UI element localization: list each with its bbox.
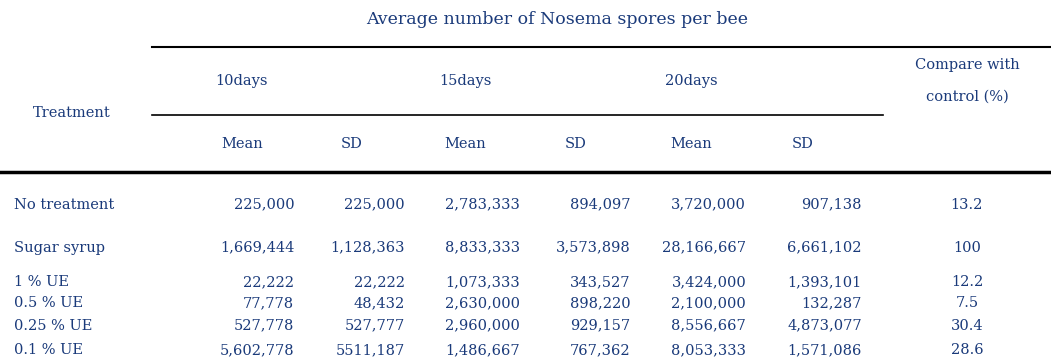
Text: 3,424,000: 3,424,000 — [672, 275, 746, 289]
Text: 30.4: 30.4 — [950, 319, 984, 332]
Text: control (%): control (%) — [926, 90, 1008, 104]
Text: 343,527: 343,527 — [570, 275, 631, 289]
Text: 0.1 % UE: 0.1 % UE — [14, 343, 83, 357]
Text: Treatment: Treatment — [33, 106, 110, 120]
Text: SD: SD — [792, 137, 813, 150]
Text: Mean: Mean — [221, 137, 263, 150]
Text: 10days: 10days — [215, 74, 268, 88]
Text: 5511,187: 5511,187 — [335, 343, 405, 357]
Text: 1,393,101: 1,393,101 — [787, 275, 862, 289]
Text: 3,720,000: 3,720,000 — [672, 198, 746, 211]
Text: 8,556,667: 8,556,667 — [672, 319, 746, 332]
Text: 2,630,000: 2,630,000 — [446, 297, 520, 310]
Text: Average number of Nosema spores per bee: Average number of Nosema spores per bee — [366, 11, 748, 28]
Text: 132,287: 132,287 — [802, 297, 862, 310]
Text: 13.2: 13.2 — [951, 198, 983, 211]
Text: 12.2: 12.2 — [951, 275, 983, 289]
Text: Mean: Mean — [445, 137, 487, 150]
Text: 767,362: 767,362 — [570, 343, 631, 357]
Text: 1,571,086: 1,571,086 — [787, 343, 862, 357]
Text: Mean: Mean — [671, 137, 713, 150]
Text: 225,000: 225,000 — [233, 198, 294, 211]
Text: 8,053,333: 8,053,333 — [672, 343, 746, 357]
Text: 8,833,333: 8,833,333 — [446, 241, 520, 255]
Text: 6,661,102: 6,661,102 — [787, 241, 862, 255]
Text: 48,432: 48,432 — [353, 297, 405, 310]
Text: 5,602,778: 5,602,778 — [220, 343, 294, 357]
Text: 907,138: 907,138 — [801, 198, 862, 211]
Text: Sugar syrup: Sugar syrup — [14, 241, 105, 255]
Text: 28,166,667: 28,166,667 — [662, 241, 746, 255]
Text: 22,222: 22,222 — [353, 275, 405, 289]
Text: SD: SD — [342, 137, 363, 150]
Text: 2,100,000: 2,100,000 — [672, 297, 746, 310]
Text: 22,222: 22,222 — [243, 275, 294, 289]
Text: 3,573,898: 3,573,898 — [556, 241, 631, 255]
Text: 898,220: 898,220 — [570, 297, 631, 310]
Text: 4,873,077: 4,873,077 — [787, 319, 862, 332]
Text: SD: SD — [565, 137, 586, 150]
Text: 2,783,333: 2,783,333 — [446, 198, 520, 211]
Text: 20days: 20days — [665, 74, 718, 88]
Text: 100: 100 — [953, 241, 981, 255]
Text: 894,097: 894,097 — [570, 198, 631, 211]
Text: No treatment: No treatment — [14, 198, 114, 211]
Text: 0.5 % UE: 0.5 % UE — [14, 297, 83, 310]
Text: 929,157: 929,157 — [571, 319, 631, 332]
Text: 1,486,667: 1,486,667 — [446, 343, 520, 357]
Text: 1,128,363: 1,128,363 — [330, 241, 405, 255]
Text: 28.6: 28.6 — [950, 343, 984, 357]
Text: 2,960,000: 2,960,000 — [446, 319, 520, 332]
Text: 1,073,333: 1,073,333 — [446, 275, 520, 289]
Text: 15days: 15days — [439, 74, 492, 88]
Text: 7.5: 7.5 — [955, 297, 978, 310]
Text: Compare with: Compare with — [914, 58, 1019, 71]
Text: 527,778: 527,778 — [234, 319, 294, 332]
Text: 1 % UE: 1 % UE — [14, 275, 68, 289]
Text: 77,778: 77,778 — [243, 297, 294, 310]
Text: 225,000: 225,000 — [344, 198, 405, 211]
Text: 1,669,444: 1,669,444 — [220, 241, 294, 255]
Text: 0.25 % UE: 0.25 % UE — [14, 319, 92, 332]
Text: 527,777: 527,777 — [345, 319, 405, 332]
